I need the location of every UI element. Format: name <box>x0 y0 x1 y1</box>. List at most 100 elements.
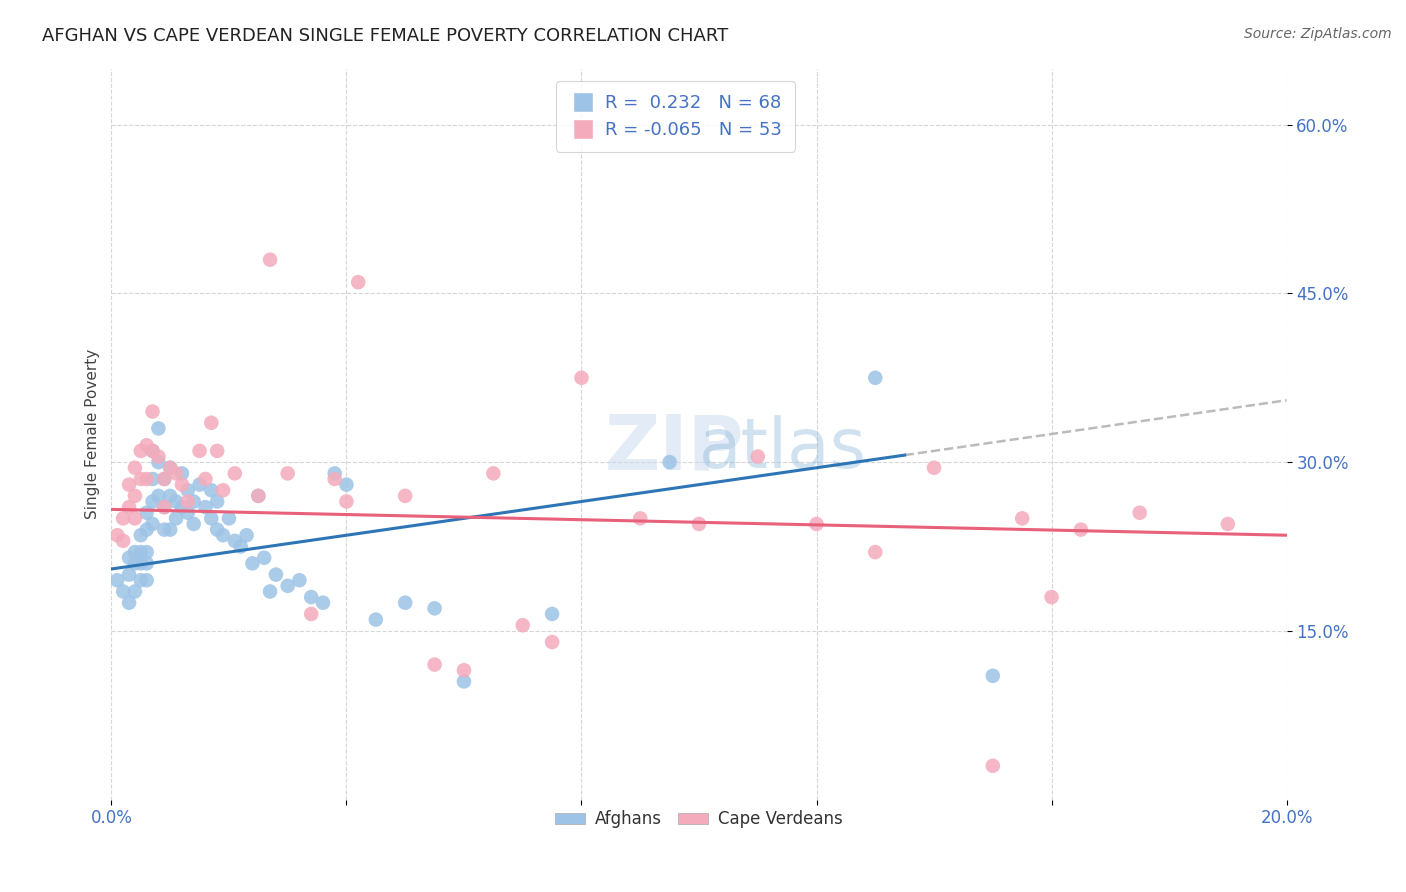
Point <box>141 404 163 418</box>
Point <box>658 455 681 469</box>
Point <box>482 467 505 481</box>
Point <box>264 567 287 582</box>
Point <box>453 663 475 677</box>
Point <box>212 528 235 542</box>
Point <box>423 657 446 672</box>
Point <box>242 557 264 571</box>
Point <box>218 511 240 525</box>
Point <box>135 545 157 559</box>
Point <box>124 584 146 599</box>
Point <box>124 511 146 525</box>
Point <box>253 550 276 565</box>
Point <box>135 506 157 520</box>
Point <box>1070 523 1092 537</box>
Point <box>323 467 346 481</box>
Point <box>165 467 187 481</box>
Point <box>200 511 222 525</box>
Point <box>323 472 346 486</box>
Y-axis label: Single Female Poverty: Single Female Poverty <box>86 349 100 519</box>
Point <box>259 584 281 599</box>
Point <box>135 523 157 537</box>
Point <box>188 477 211 491</box>
Point <box>335 477 357 491</box>
Point <box>124 460 146 475</box>
Point <box>170 477 193 491</box>
Point <box>688 516 710 531</box>
Point <box>141 516 163 531</box>
Point <box>394 596 416 610</box>
Point <box>153 472 176 486</box>
Point <box>229 540 252 554</box>
Point <box>105 528 128 542</box>
Point <box>118 596 141 610</box>
Point <box>159 460 181 475</box>
Point <box>1011 511 1033 525</box>
Point <box>259 252 281 267</box>
Point <box>394 489 416 503</box>
Point <box>118 550 141 565</box>
Point <box>200 483 222 498</box>
Point <box>177 494 200 508</box>
Point <box>277 579 299 593</box>
Point <box>159 489 181 503</box>
Point <box>865 371 887 385</box>
Point <box>188 443 211 458</box>
Point <box>129 443 152 458</box>
Point <box>118 477 141 491</box>
Point <box>312 596 335 610</box>
Point <box>981 669 1004 683</box>
Point <box>153 472 176 486</box>
Point <box>335 494 357 508</box>
Text: atlas: atlas <box>699 415 868 483</box>
Point <box>922 460 945 475</box>
Point <box>200 416 222 430</box>
Point <box>235 528 257 542</box>
Point <box>205 523 228 537</box>
Text: ZIP: ZIP <box>605 411 745 485</box>
Point <box>747 450 769 464</box>
Point <box>135 557 157 571</box>
Point <box>247 489 270 503</box>
Point <box>148 489 170 503</box>
Point <box>541 635 564 649</box>
Point <box>277 467 299 481</box>
Point <box>170 467 193 481</box>
Point <box>247 489 270 503</box>
Point <box>148 450 170 464</box>
Point <box>364 613 387 627</box>
Point <box>224 467 246 481</box>
Point <box>105 573 128 587</box>
Point <box>124 545 146 559</box>
Point <box>865 545 887 559</box>
Point <box>118 567 141 582</box>
Point <box>541 607 564 621</box>
Point <box>423 601 446 615</box>
Legend: Afghans, Cape Verdeans: Afghans, Cape Verdeans <box>548 804 849 835</box>
Point <box>124 489 146 503</box>
Point <box>141 443 163 458</box>
Point <box>112 533 135 548</box>
Point <box>141 472 163 486</box>
Point <box>135 472 157 486</box>
Point <box>118 500 141 515</box>
Point <box>205 443 228 458</box>
Point <box>299 607 322 621</box>
Point <box>153 500 176 515</box>
Point <box>1129 506 1152 520</box>
Point <box>148 421 170 435</box>
Point <box>153 500 176 515</box>
Point <box>981 759 1004 773</box>
Point <box>129 528 152 542</box>
Point <box>124 557 146 571</box>
Point <box>205 494 228 508</box>
Point <box>129 557 152 571</box>
Point <box>129 545 152 559</box>
Point <box>194 500 217 515</box>
Point <box>1216 516 1239 531</box>
Point <box>453 674 475 689</box>
Point <box>148 455 170 469</box>
Point <box>571 371 593 385</box>
Point <box>141 443 163 458</box>
Point <box>183 494 205 508</box>
Point <box>153 523 176 537</box>
